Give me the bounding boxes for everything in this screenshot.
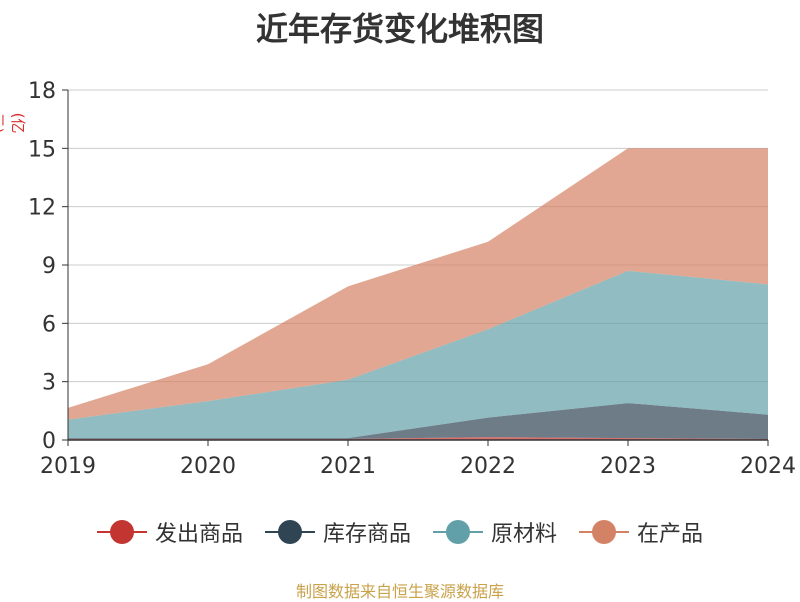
y-tick-label: 12 bbox=[28, 196, 56, 221]
area-series-3 bbox=[68, 148, 768, 420]
legend-swatch-yuancailiao bbox=[433, 517, 483, 547]
data-source-note: 制图数据来自恒生聚源数据库 bbox=[295, 582, 504, 601]
y-tick-label: 3 bbox=[42, 371, 56, 396]
legend-swatch-fachu bbox=[96, 517, 147, 547]
legend-dot bbox=[277, 520, 302, 544]
y-tick-label: 18 bbox=[28, 79, 56, 104]
legend-dot bbox=[109, 520, 134, 544]
legend-item-yuancailiao[interactable]: 原材料 bbox=[433, 516, 557, 548]
legend-item-zaichanpin[interactable]: 在产品 bbox=[579, 516, 703, 548]
legend-dot bbox=[446, 520, 470, 544]
legend-item-fachu[interactable]: 发出商品 bbox=[96, 516, 243, 548]
area-series-1 bbox=[68, 403, 768, 439]
x-tick-label: 2023 bbox=[600, 454, 656, 479]
x-tick-label: 2019 bbox=[40, 454, 96, 479]
y-tick-label: 6 bbox=[42, 312, 56, 337]
legend-swatch-kucun bbox=[264, 517, 315, 547]
legend-label: 在产品 bbox=[637, 522, 704, 547]
legend-swatch-zaichanpin bbox=[579, 517, 630, 547]
x-tick-label: 2020 bbox=[180, 454, 236, 479]
y-tick-label: 9 bbox=[42, 254, 56, 279]
legend-item-kucun[interactable]: 库存商品 bbox=[264, 516, 411, 548]
legend: 发出商品 库存商品 原材料 在产品 bbox=[0, 516, 800, 548]
x-tick-label: 2024 bbox=[740, 454, 796, 479]
legend-label: 库存商品 bbox=[322, 522, 411, 547]
x-tick-label: 2021 bbox=[320, 454, 376, 479]
legend-label: 原材料 bbox=[491, 522, 558, 547]
legend-label: 发出商品 bbox=[154, 522, 243, 547]
x-tick-label: 2022 bbox=[460, 454, 516, 479]
chart-title: 近年存货变化堆积图 bbox=[255, 10, 544, 48]
area-series bbox=[68, 148, 768, 440]
y-tick-label: 15 bbox=[28, 137, 56, 162]
legend-dot bbox=[592, 520, 617, 544]
axes bbox=[62, 89, 769, 446]
tick-labels: 0 3 6 9 12 15 18 2019 2020 2021 2022 2023 2024 bbox=[28, 79, 796, 479]
y-tick-label: 0 bbox=[42, 429, 56, 454]
